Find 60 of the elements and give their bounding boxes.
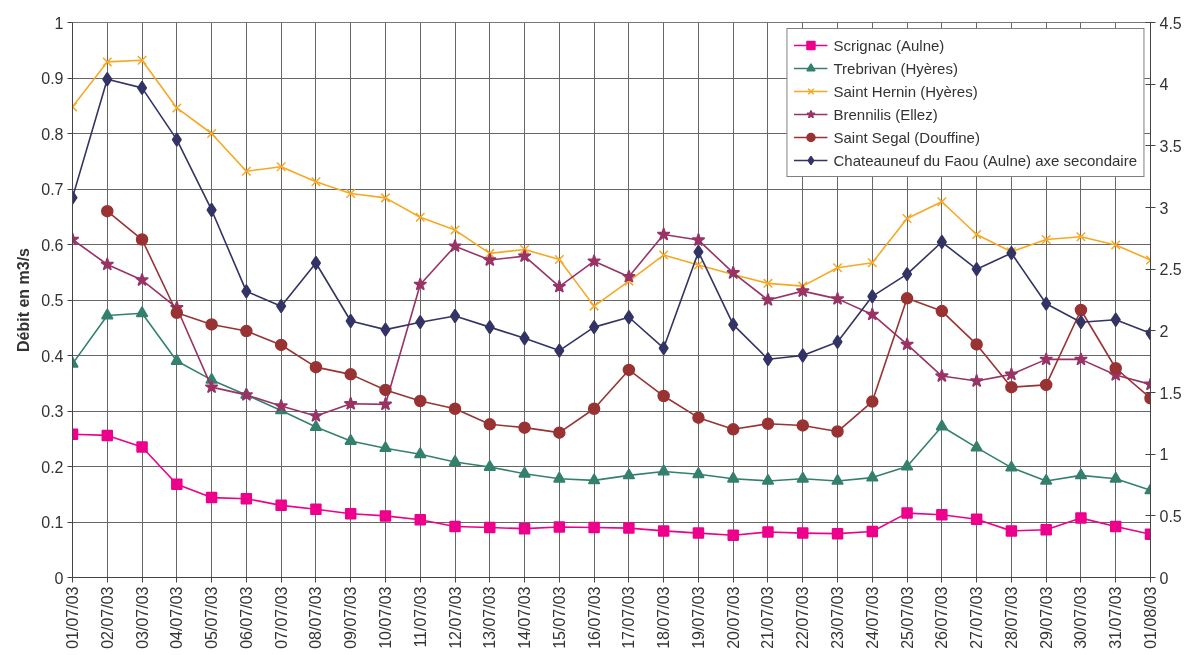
- legend-label: Trebrivan (Hyères): [833, 58, 958, 78]
- y2-tick-label: 2.5: [1159, 261, 1182, 279]
- y2-tick-label: 3: [1159, 199, 1169, 217]
- x-tick-label: 11/07/03: [411, 586, 429, 648]
- x-tick-label: 21/07/03: [759, 586, 777, 649]
- y-tick-label: 0: [54, 569, 64, 587]
- y2-tick-label: 0: [1159, 569, 1169, 587]
- x-tick-label: 05/07/03: [203, 586, 221, 649]
- x-tick-label: 28/07/03: [1002, 586, 1020, 649]
- y-tick-label: 0.8: [41, 125, 64, 143]
- y-tick-label: 0.9: [41, 70, 64, 87]
- x-tick-label: 18/07/03: [655, 586, 673, 649]
- legend-label: Saint Hernin (Hyères): [833, 81, 978, 101]
- y2-tick-label: 4: [1159, 76, 1169, 94]
- y2-tick-label: 1.5: [1159, 384, 1182, 402]
- x-tick-label: 26/07/03: [933, 586, 951, 649]
- y2-tick-label: 1: [1159, 446, 1169, 464]
- y-axis-title: Débit en m3/s: [15, 247, 33, 353]
- x-tick-label: 15/07/03: [550, 586, 568, 649]
- x-tick-label: 10/07/03: [376, 586, 394, 649]
- y2-tick-label: 2: [1159, 322, 1169, 340]
- y-tick-label: 0.3: [41, 403, 64, 420]
- x-tick-label: 31/07/03: [1107, 586, 1125, 649]
- x-tick-label: 24/07/03: [863, 586, 881, 649]
- x-tick-label: 23/07/03: [829, 586, 847, 649]
- y-tick-label: 0.5: [41, 292, 64, 309]
- y-tick-label: 0.7: [41, 181, 64, 198]
- legend-label: Chateauneuf du Faou (Aulne) axe secondaire: [833, 150, 1137, 170]
- x-tick-label: 16/07/03: [585, 586, 603, 649]
- x-tick-label: 22/07/03: [794, 586, 812, 649]
- x-tick-label: 17/07/03: [620, 586, 638, 649]
- y2-tick-label: 0.5: [1159, 507, 1182, 525]
- x-tick-label: 14/07/03: [516, 586, 534, 649]
- y2-tick-label: 3.5: [1159, 137, 1182, 155]
- x-tick-label: 08/07/03: [307, 586, 325, 649]
- x-tick-label: 03/07/03: [133, 586, 151, 649]
- x-tick-label: 07/07/03: [272, 586, 290, 649]
- y-tick-label: 0.2: [41, 458, 64, 476]
- x-tick-label: 20/07/03: [724, 586, 742, 649]
- x-tick-label: 29/07/03: [1037, 586, 1055, 649]
- y-tick-label: 0.4: [41, 347, 64, 365]
- y-tick-label: 1: [54, 14, 64, 32]
- x-tick-label: 01/07/03: [64, 586, 81, 649]
- legend-label: Scrignac (Aulne): [833, 35, 945, 55]
- y-tick-label: 0.1: [41, 514, 64, 531]
- x-tick-label: 30/07/03: [1072, 586, 1090, 649]
- x-tick-label: 01/08/03: [1142, 586, 1159, 649]
- x-tick-label: 12/07/03: [446, 586, 464, 649]
- x-tick-label: 02/07/03: [98, 586, 116, 649]
- y-tick-label: 0.6: [41, 236, 64, 254]
- x-tick-label: 25/07/03: [898, 586, 916, 649]
- x-tick-label: 09/07/03: [342, 586, 360, 649]
- legend-label: Brennilis (Ellez): [833, 104, 938, 124]
- x-tick-label: 06/07/03: [237, 586, 255, 649]
- x-tick-label: 04/07/03: [168, 586, 186, 649]
- x-tick-label: 13/07/03: [481, 586, 499, 649]
- legend-label: Saint Segal (Douffine): [833, 127, 980, 147]
- x-tick-label: 27/07/03: [968, 586, 986, 649]
- x-tick-label: 19/07/03: [689, 586, 707, 649]
- y2-tick-label: 4.5: [1159, 14, 1182, 32]
